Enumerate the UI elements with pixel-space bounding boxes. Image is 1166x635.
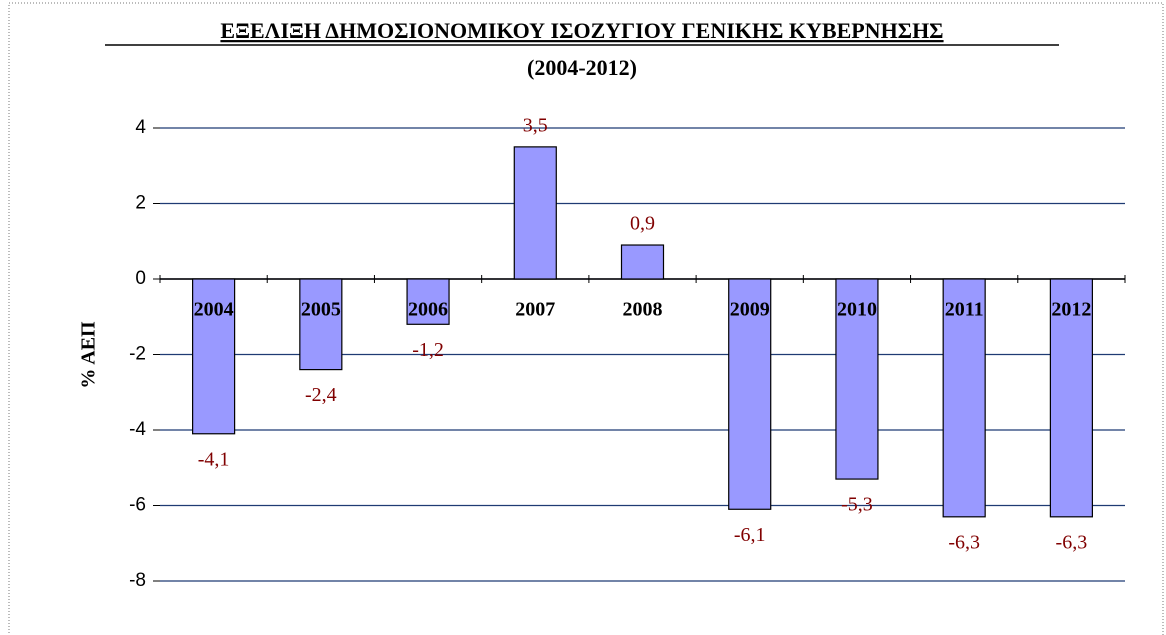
chart-title: ΕΞΕΛΙΞΗ ΔΗΜΟΣΙΟΝΟΜΙΚΟΥ ΙΣΟΖΥΓΙΟΥ ΓΕΝΙΚΗΣ… — [220, 18, 943, 43]
chart-subtitle: (2004-2012) — [527, 55, 637, 80]
x-tick-label: 2007 — [515, 299, 555, 321]
value-label: 0,9 — [630, 213, 655, 235]
value-label: -5,3 — [841, 494, 873, 516]
frame — [8, 2, 1164, 635]
x-tick-label: 2004 — [194, 299, 234, 321]
y-tick-label: 4 — [135, 117, 146, 138]
bar — [942, 278, 986, 518]
bar — [835, 278, 879, 480]
y-tick-label: 0 — [135, 268, 146, 289]
bar — [192, 278, 236, 435]
value-label: -4,1 — [198, 448, 230, 470]
bar — [406, 278, 450, 325]
x-tick-label: 2010 — [837, 299, 877, 321]
value-label: -6,3 — [948, 531, 980, 553]
y-tick-label: -4 — [129, 419, 146, 440]
x-tick-label: 2008 — [623, 299, 663, 321]
y-tick-label: 2 — [135, 193, 146, 214]
x-tick-label: 2006 — [408, 299, 448, 321]
value-label: -6,3 — [1056, 531, 1088, 553]
x-tick-label: 2011 — [945, 299, 984, 321]
bar — [1049, 278, 1093, 518]
bar — [513, 146, 557, 280]
value-label: -6,1 — [734, 524, 766, 546]
y-tick-label: -2 — [129, 344, 146, 365]
bar — [620, 244, 665, 280]
bar — [299, 278, 343, 371]
y-axis-label: % ΑΕΠ — [78, 321, 100, 389]
y-tick-label: -6 — [129, 495, 146, 516]
bar — [728, 278, 772, 510]
x-tick-label: 2005 — [301, 299, 341, 321]
value-label: -1,2 — [412, 339, 444, 361]
value-label: 3,5 — [523, 114, 548, 136]
x-tick-label: 2009 — [730, 299, 770, 321]
value-label: -2,4 — [305, 384, 337, 406]
x-tick-label: 2012 — [1051, 299, 1091, 321]
y-tick-label: -8 — [129, 570, 146, 591]
